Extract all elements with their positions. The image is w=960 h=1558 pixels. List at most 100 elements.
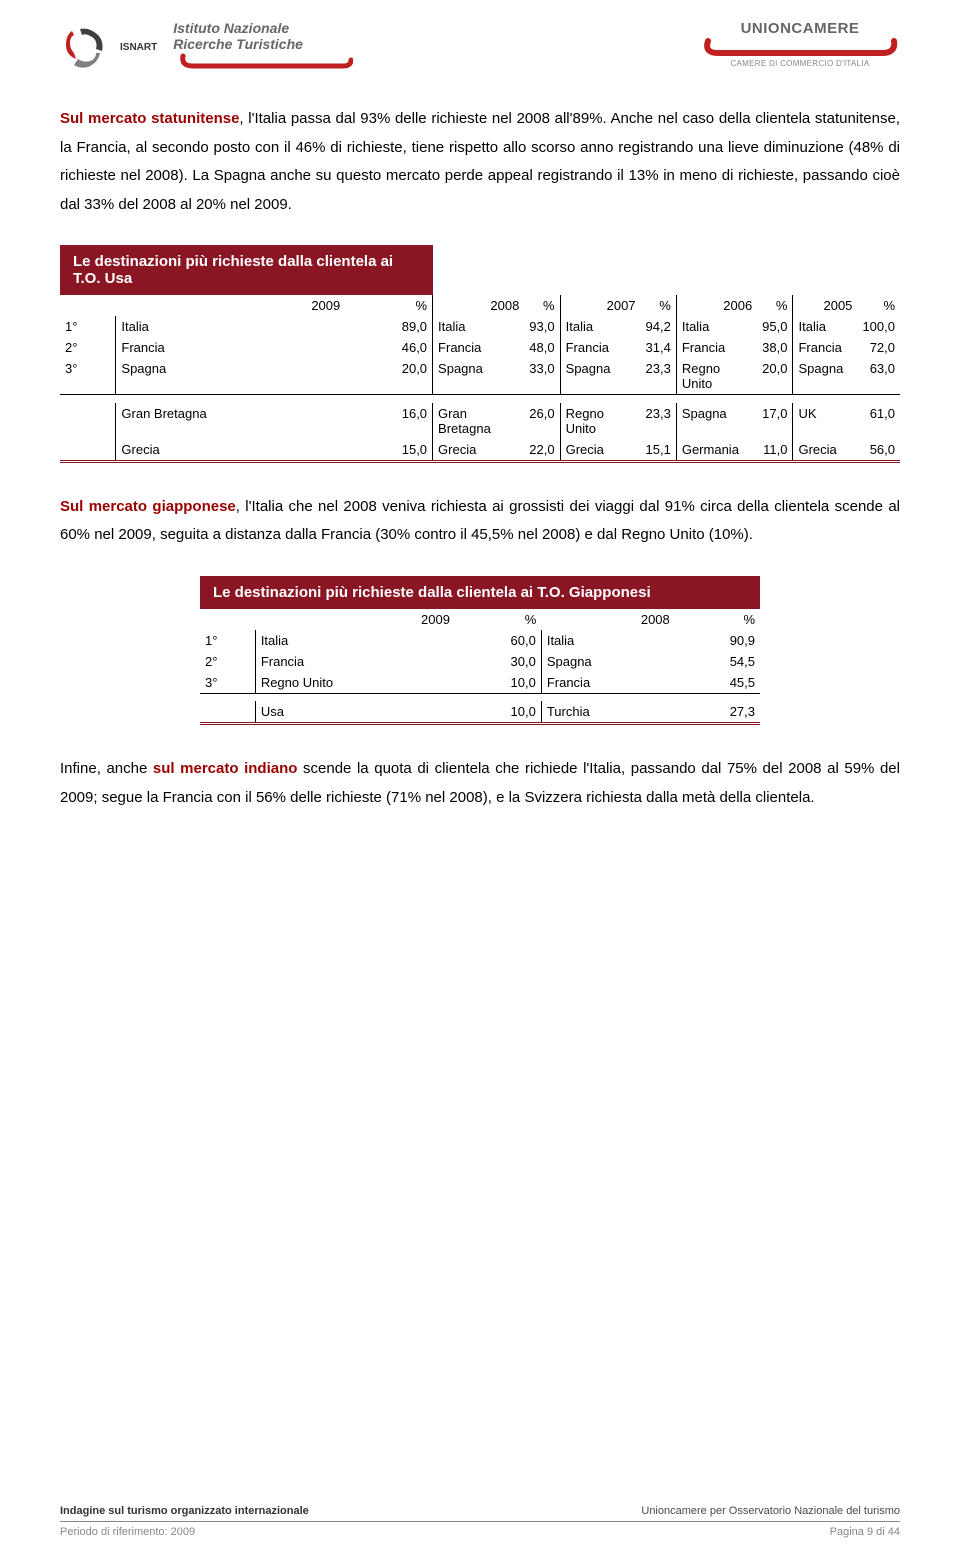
unioncamere-label: UNIONCAMERE (741, 20, 860, 37)
country-cell: Usa (255, 701, 455, 724)
country-cell: Italia (560, 316, 640, 337)
value-cell: 56,0 (857, 439, 900, 462)
country-cell: Spagna (560, 358, 640, 395)
country-cell: Regno Unito (255, 672, 455, 694)
country-cell: Spagna (116, 358, 345, 395)
table-row: 3° Spagna20,0 Spagna33,0 Spagna23,3 Regn… (60, 358, 900, 395)
para3-pre: Infine, anche (60, 760, 153, 777)
footer-left2: Periodo di riferimento: 2009 (60, 1526, 195, 1538)
country-cell: Francia (255, 651, 455, 672)
col-year: 2005 (793, 295, 857, 316)
value-cell: 22,0 (524, 439, 560, 462)
country-cell: Gran Bretagna (116, 403, 345, 439)
unioncamere-logo: UNIONCAMERE CAMERE DI COMMERCIO D'ITALIA (700, 20, 900, 68)
country-cell: Francia (676, 337, 757, 358)
country-cell: UK (793, 403, 857, 439)
country-cell: Francia (116, 337, 345, 358)
value-cell: 10,0 (455, 701, 541, 724)
value-cell: 46,0 (345, 337, 432, 358)
istituto-line1: Istituto Nazionale (173, 20, 353, 36)
table-row: 3° Regno Unito10,0 Francia45,5 (200, 672, 760, 694)
country-cell: Italia (676, 316, 757, 337)
rank-cell: 1° (200, 630, 255, 651)
value-cell: 72,0 (857, 337, 900, 358)
value-cell: 11,0 (757, 439, 793, 462)
col-year: 2008 (541, 609, 674, 630)
country-cell: Regno Unito (560, 403, 640, 439)
table2-title: Le destinazioni più richieste dalla clie… (205, 579, 755, 606)
value-cell: 90,9 (675, 630, 760, 651)
paragraph-2: Sul mercato giapponese, l'Italia che nel… (60, 493, 900, 550)
country-cell: Italia (116, 316, 345, 337)
paragraph-1: Sul mercato statunitense, l'Italia passa… (60, 105, 900, 219)
value-cell: 45,5 (675, 672, 760, 694)
value-cell: 15,1 (641, 439, 677, 462)
col-pct: % (857, 295, 900, 316)
footer-left1: Indagine sul turismo organizzato interna… (60, 1505, 309, 1517)
data-table-usa: Le destinazioni più richieste dalla clie… (60, 245, 900, 463)
col-year: 2009 (116, 295, 345, 316)
table-row: 1° Italia89,0 Italia93,0 Italia94,2 Ital… (60, 316, 900, 337)
value-cell: 17,0 (757, 403, 793, 439)
value-cell: 89,0 (345, 316, 432, 337)
value-cell: 93,0 (524, 316, 560, 337)
value-cell: 33,0 (524, 358, 560, 395)
country-cell: Spagna (676, 403, 757, 439)
col-year: 2007 (560, 295, 640, 316)
value-cell: 54,5 (675, 651, 760, 672)
country-cell: Grecia (560, 439, 640, 462)
table1-header-row: 2009 % 2008 % 2007 % 2006 % 2005 % (60, 295, 900, 316)
rank-cell: 2° (200, 651, 255, 672)
table-giapponesi: Le destinazioni più richieste dalla clie… (200, 576, 760, 726)
rank-cell: 3° (200, 672, 255, 694)
country-cell: Francia (433, 337, 525, 358)
col-pct: % (675, 609, 760, 630)
footer-right1: Unioncamere per Osservatorio Nazionale d… (641, 1505, 900, 1517)
country-cell: Italia (793, 316, 857, 337)
table-row: Grecia15,0 Grecia22,0 Grecia15,1 Germani… (60, 439, 900, 462)
country-cell: Grecia (433, 439, 525, 462)
value-cell: 100,0 (857, 316, 900, 337)
value-cell: 20,0 (757, 358, 793, 395)
value-cell: 31,4 (641, 337, 677, 358)
table-row: Usa10,0 Turchia27,3 (200, 701, 760, 724)
country-cell: Spagna (793, 358, 857, 395)
unioncamere-sub: CAMERE DI COMMERCIO D'ITALIA (730, 59, 869, 68)
value-cell: 23,3 (641, 403, 677, 439)
table1-title: Le destinazioni più richieste dalla clie… (65, 248, 428, 292)
col-year: 2009 (255, 609, 455, 630)
value-cell: 61,0 (857, 403, 900, 439)
col-pct: % (524, 295, 560, 316)
value-cell: 10,0 (455, 672, 541, 694)
value-cell: 23,3 (641, 358, 677, 395)
value-cell: 27,3 (675, 701, 760, 724)
country-cell: Italia (541, 630, 674, 651)
rank-cell: 1° (60, 316, 116, 337)
value-cell: 48,0 (524, 337, 560, 358)
country-cell: Francia (793, 337, 857, 358)
value-cell: 94,2 (641, 316, 677, 337)
col-year: 2008 (433, 295, 525, 316)
para2-lead: Sul mercato giapponese (60, 498, 236, 515)
country-cell: Regno Unito (676, 358, 757, 395)
header-logos: ISNART Istituto Nazionale Ricerche Turis… (60, 20, 900, 75)
table-row: 2° Francia30,0 Spagna54,5 (200, 651, 760, 672)
paragraph-3: Infine, anche sul mercato indiano scende… (60, 755, 900, 812)
country-cell: Turchia (541, 701, 674, 724)
footer-right2: Pagina 9 di 44 (830, 1526, 900, 1538)
country-cell: Francia (560, 337, 640, 358)
value-cell: 30,0 (455, 651, 541, 672)
value-cell: 63,0 (857, 358, 900, 395)
table2-header-row: 2009 % 2008 % (200, 609, 760, 630)
country-cell: Italia (255, 630, 455, 651)
col-pct: % (641, 295, 677, 316)
col-pct: % (345, 295, 432, 316)
country-cell: Spagna (541, 651, 674, 672)
para3-lead: sul mercato indiano (153, 760, 298, 777)
country-cell: Italia (433, 316, 525, 337)
value-cell: 38,0 (757, 337, 793, 358)
country-cell: Gran Bretagna (433, 403, 525, 439)
table-usa: Le destinazioni più richieste dalla clie… (60, 245, 900, 463)
istituto-line2: Ricerche Turistiche (173, 36, 353, 52)
country-cell: Grecia (793, 439, 857, 462)
